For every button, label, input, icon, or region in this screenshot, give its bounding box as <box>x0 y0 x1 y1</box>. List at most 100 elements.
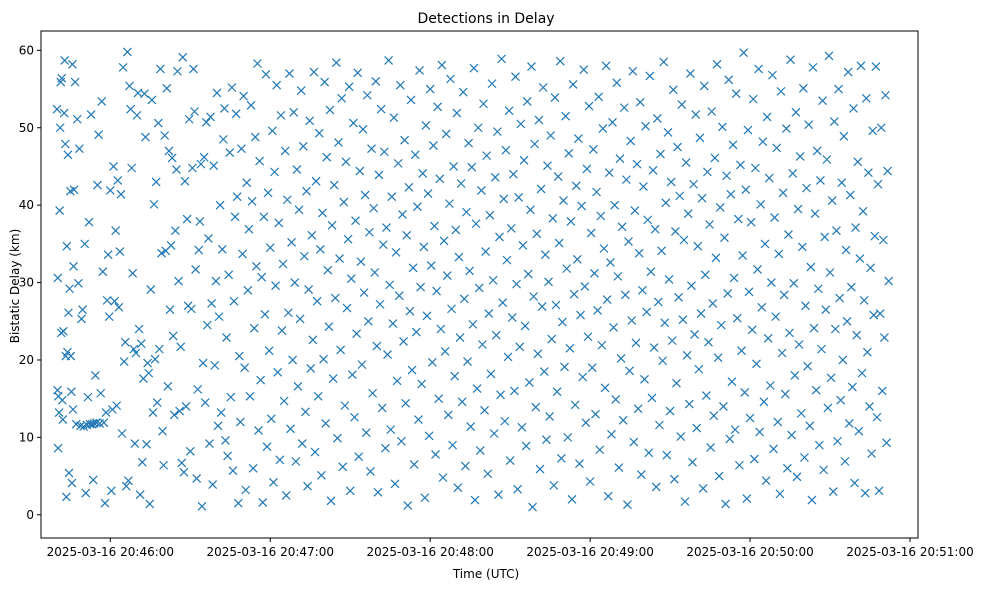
data-point <box>709 411 719 421</box>
data-point <box>289 107 299 117</box>
data-point <box>170 226 180 236</box>
data-point <box>613 271 623 281</box>
y-tick-label: 40 <box>19 198 34 212</box>
data-point <box>63 150 73 160</box>
data-point <box>163 381 173 391</box>
data-point <box>323 265 333 275</box>
data-point <box>257 272 267 282</box>
data-point <box>718 401 728 411</box>
x-axis-title: Time (UTC) <box>452 567 519 581</box>
data-point <box>380 443 390 453</box>
data-point <box>303 481 312 491</box>
data-point <box>595 445 605 455</box>
data-point <box>646 267 656 277</box>
data-point <box>503 352 513 362</box>
data-point <box>557 317 567 327</box>
data-point <box>98 267 108 277</box>
data-point <box>327 220 337 230</box>
data-point <box>433 102 443 112</box>
data-point <box>700 270 710 280</box>
data-point <box>463 357 472 366</box>
data-point <box>239 91 249 101</box>
data-point <box>465 266 475 276</box>
data-point <box>515 342 525 352</box>
data-point <box>604 168 614 178</box>
data-point <box>782 463 792 473</box>
data-point <box>113 175 123 185</box>
data-point <box>427 357 437 367</box>
data-point <box>608 117 617 127</box>
data-point <box>500 416 510 426</box>
data-point <box>727 377 737 387</box>
data-point <box>423 189 433 198</box>
data-point <box>97 97 107 106</box>
data-point <box>405 306 415 316</box>
data-point <box>491 330 501 340</box>
data-point <box>837 178 847 188</box>
data-point <box>552 387 562 397</box>
data-point <box>652 114 662 123</box>
data-point <box>295 314 305 324</box>
data-point <box>664 275 674 284</box>
data-point <box>336 345 346 355</box>
data-point <box>434 394 444 404</box>
data-point <box>457 397 467 407</box>
data-point <box>541 435 551 445</box>
data-point <box>802 183 812 193</box>
data-point <box>629 437 639 447</box>
data-point <box>536 184 546 194</box>
data-point <box>537 302 547 311</box>
data-point <box>792 472 802 482</box>
data-point <box>507 312 517 322</box>
data-point <box>505 456 515 466</box>
data-point <box>114 302 124 312</box>
data-point <box>584 101 594 111</box>
data-point <box>353 68 363 78</box>
data-point <box>304 285 314 294</box>
data-point <box>760 239 770 249</box>
data-point <box>514 192 524 202</box>
data-point <box>162 83 172 93</box>
data-point <box>330 293 340 303</box>
data-point <box>297 439 307 448</box>
data-point <box>575 459 584 469</box>
data-point <box>131 348 141 358</box>
data-point <box>527 62 536 72</box>
data-point <box>648 165 658 175</box>
data-point <box>280 146 290 156</box>
data-point <box>820 232 830 242</box>
data-point <box>665 406 675 416</box>
data-point <box>444 199 454 209</box>
data-point <box>768 70 777 80</box>
data-point <box>843 67 853 77</box>
data-point <box>186 304 196 314</box>
data-point <box>787 430 797 440</box>
data-point <box>856 61 866 71</box>
data-point <box>209 161 219 171</box>
data-point <box>430 221 439 231</box>
data-point <box>806 262 816 272</box>
data-point <box>594 92 604 102</box>
data-point <box>849 103 858 113</box>
data-point <box>199 152 209 162</box>
data-point <box>354 452 364 462</box>
data-point <box>621 175 631 185</box>
data-point <box>234 351 244 361</box>
data-point <box>208 480 218 490</box>
data-point <box>679 235 689 245</box>
data-point <box>143 358 153 368</box>
data-point <box>592 187 601 197</box>
data-point <box>666 177 676 187</box>
data-point <box>394 291 404 301</box>
data-point <box>190 107 199 116</box>
data-point <box>229 296 239 306</box>
data-point <box>459 294 469 304</box>
data-point <box>145 499 155 509</box>
data-point <box>425 84 435 94</box>
data-point <box>271 281 281 291</box>
data-point <box>192 473 202 483</box>
data-point <box>868 126 878 136</box>
data-point <box>587 363 597 373</box>
data-point <box>490 172 500 182</box>
data-point <box>593 306 603 315</box>
